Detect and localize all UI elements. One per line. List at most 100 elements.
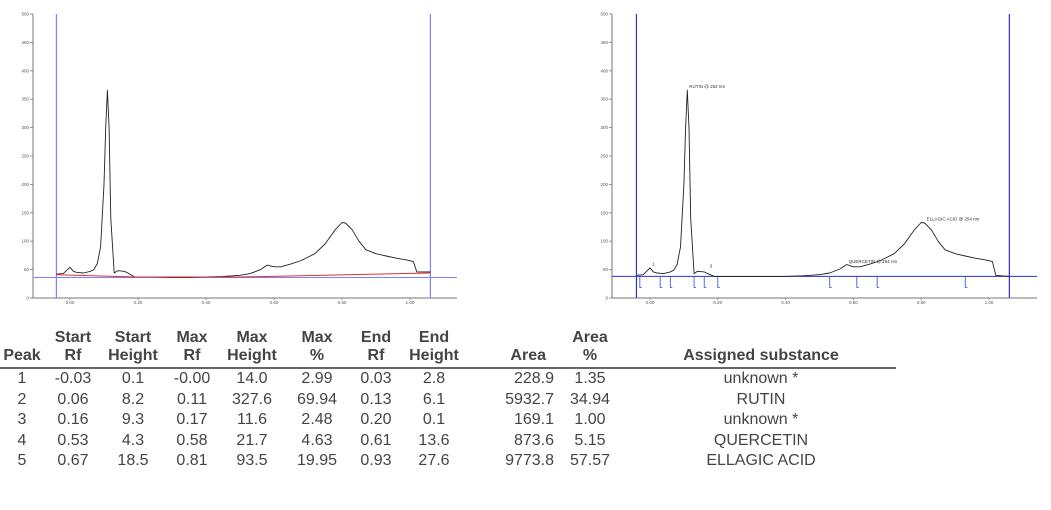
cell-end-height: 2.8 [422, 370, 446, 387]
cell-max-height: 93.5 [236, 452, 268, 469]
cell-max-height: 14.0 [236, 370, 268, 387]
col-header-area: Area [466, 329, 554, 369]
cell-start-height: 4.3 [121, 431, 145, 449]
cell-area: 169.1 [513, 411, 554, 428]
cell-area-percent: 57.57 [569, 452, 611, 469]
x-tick-label: 0.40 [781, 300, 790, 305]
peak-boundary-marker [876, 276, 880, 288]
cell-area-percent: 1.35 [574, 370, 606, 387]
col-header-max-height: Max Height [220, 329, 284, 369]
cell-area-percent: 34.94 [569, 390, 611, 408]
cell-max-rf: -0.00 [173, 370, 211, 387]
y-tick-label: 350 [21, 97, 29, 102]
cell-peak: 1 [17, 370, 27, 387]
cell-start-rf: 0.67 [57, 452, 89, 469]
y-tick-label: 350 [600, 97, 608, 102]
cell-area: 873.6 [513, 431, 554, 449]
y-tick-label: 50 [24, 267, 30, 272]
table-row: 4 0.53 4.3 0.58 21.7 4.63 0.61 13.6 873.6 5.15 QUE… [0, 431, 896, 452]
table-row: 1 -0.03 0.1 -0.00 14.0 2.99 0.03 2.8 228.9 1.35 un… [0, 368, 896, 390]
y-tick-label: 250 [21, 154, 29, 159]
cell-max-percent: 69.94 [296, 390, 338, 408]
peak-boundary-marker [829, 276, 832, 288]
col-header-assigned-substance: Assigned substance [626, 329, 896, 369]
y-tick-label: 400 [600, 68, 608, 73]
cell-assigned-substance: RUTIN [736, 390, 786, 408]
cell-start-height: 9.3 [121, 411, 145, 428]
col-header-peak: Peak [0, 329, 44, 369]
y-tick-label: 500 [600, 12, 608, 17]
cell-assigned-substance: unknown * [723, 370, 799, 387]
peak-boundary-marker [639, 276, 642, 288]
cell-end-rf: 0.13 [360, 390, 392, 408]
peak-boundary-marker [717, 276, 720, 288]
cell-start-rf: 0.06 [57, 390, 89, 408]
peak-results-table: Peak Start Rf Start Height Max Rf Max Height… [0, 329, 896, 472]
cell-start-rf: 0.16 [57, 411, 89, 428]
table-row: 5 0.67 18.5 0.81 93.5 19.95 0.93 27.6 9773.8 57.5… [0, 451, 896, 472]
y-tick-label: 200 [600, 182, 608, 187]
cell-peak: 4 [17, 431, 27, 449]
peak-annotation: 1 [652, 261, 655, 266]
cell-start-height: 18.5 [117, 452, 149, 469]
peak-annotation: ELLAGIC ACID @ 254 nm [927, 216, 980, 221]
y-tick-label: 150 [21, 210, 29, 215]
x-tick-label: 0.40 [202, 300, 211, 305]
x-tick-label: 0.00 [66, 300, 75, 305]
peak-annotation: RUTIN @ 254 nm [689, 84, 725, 89]
y-tick-label: 100 [21, 239, 29, 244]
peak-boundary-marker [964, 276, 968, 288]
series-baseline [56, 272, 431, 278]
cell-peak: 2 [17, 390, 27, 408]
x-tick-label: 0.80 [338, 300, 347, 305]
y-tick-label: 200 [21, 182, 29, 187]
cell-area: 5932.7 [505, 390, 554, 408]
y-tick-label: 450 [21, 40, 29, 45]
y-tick-label: 150 [600, 210, 608, 215]
y-tick-label: 400 [21, 68, 29, 73]
y-tick-label: 300 [21, 125, 29, 130]
series-signal [636, 89, 1010, 277]
col-header-start-rf: Start Rf [44, 329, 102, 369]
cell-assigned-substance: QUERCETIN [713, 431, 809, 449]
densitogram-integrated-chart: 0 50 100 150 200 250 300 350 400 450 500 0.00 0.20 0.… [600, 12, 1037, 305]
cell-max-height: 21.7 [236, 431, 268, 449]
y-tick-label: 300 [600, 125, 608, 130]
cell-end-rf: 0.03 [360, 370, 392, 387]
y-tick-label: 50 [603, 267, 609, 272]
col-header-max-rf: Max Rf [164, 329, 220, 369]
y-tick-label: 250 [600, 154, 608, 159]
cell-assigned-substance: ELLAGIC ACID [706, 452, 816, 469]
cell-end-height: 27.6 [418, 452, 450, 469]
cell-end-rf: 0.93 [360, 452, 392, 469]
cell-end-height: 0.1 [422, 411, 446, 428]
y-tick-label: 450 [600, 40, 608, 45]
col-header-end-height: End Height [402, 329, 466, 369]
cell-peak: 3 [17, 411, 27, 428]
table-row: 2 0.06 8.2 0.11 327.6 69.94 0.13 6.1 5932.7 34.94… [0, 390, 896, 411]
y-tick-label: 500 [21, 12, 29, 17]
cell-max-percent: 2.99 [301, 370, 333, 387]
table-header-row: Peak Start Rf Start Height Max Rf Max Height… [0, 329, 896, 369]
cell-start-height: 8.2 [121, 390, 145, 408]
x-tick-label: 1.00 [406, 300, 415, 305]
cell-max-percent: 2.48 [301, 411, 333, 428]
cell-start-rf: 0.53 [57, 431, 89, 449]
densitogram-raw-chart: 0 50 100 150 200 250 300 350 400 450 500 0.00 0.20 0.… [21, 12, 457, 305]
cell-max-rf: 0.17 [176, 411, 208, 428]
peak-boundary-marker [693, 276, 697, 288]
table-row: 3 0.16 9.3 0.17 11.6 2.48 0.20 0.1 169.1 1.00 unkn… [0, 410, 896, 431]
cell-area-percent: 5.15 [574, 431, 606, 449]
cell-max-height: 327.6 [231, 390, 273, 408]
col-header-max-percent: Max% [284, 329, 350, 369]
cell-end-rf: 0.61 [360, 431, 392, 449]
x-tick-label: 0.60 [270, 300, 279, 305]
cell-max-percent: 19.95 [296, 452, 338, 469]
series-signal [56, 89, 431, 279]
y-tick-label: 0 [605, 296, 608, 301]
x-tick-label: 0.20 [713, 300, 722, 305]
cell-end-height: 6.1 [422, 390, 446, 408]
x-tick-label: 1.00 [985, 300, 994, 305]
peak-annotation: 3 [710, 264, 713, 269]
cell-max-height: 11.6 [237, 411, 267, 428]
